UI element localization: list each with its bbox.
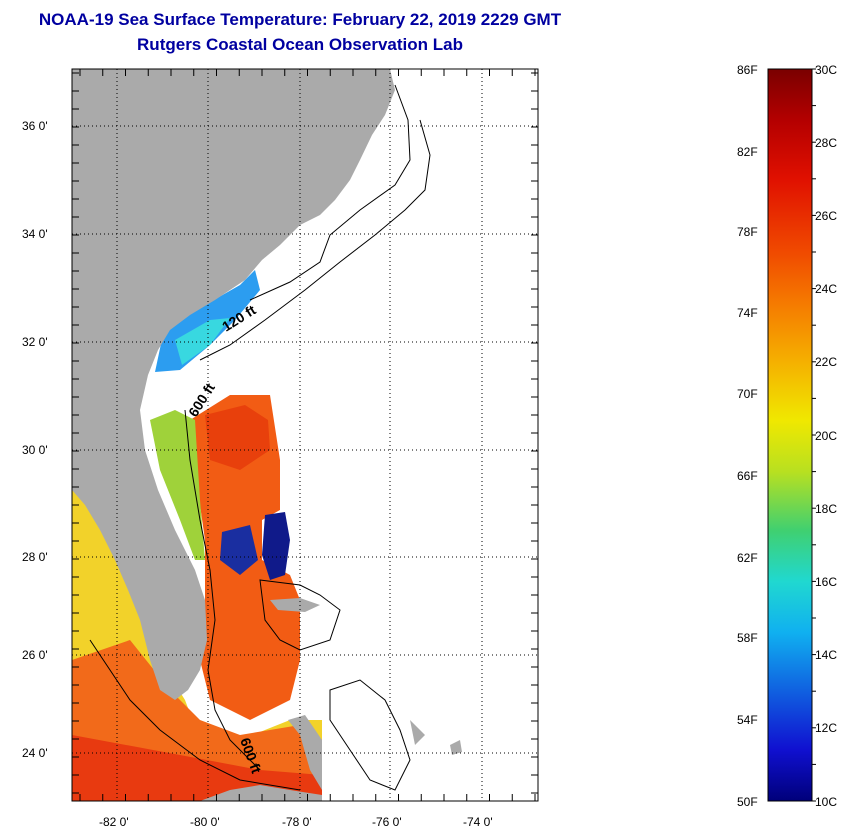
cb-c-16: 16C xyxy=(815,575,837,589)
isobath-600ft-south xyxy=(184,409,261,771)
cold-patch-mid xyxy=(220,525,258,575)
lat-label-34: 34 0' xyxy=(22,227,48,241)
gulf-contour xyxy=(89,639,301,791)
cb-c-10: 10C xyxy=(815,795,837,809)
cb-f-62: 62F xyxy=(737,551,758,565)
land-bahamas-islands xyxy=(410,720,462,755)
cb-c-30: 30C xyxy=(815,63,837,77)
lon-label-82: -82 0' xyxy=(99,815,129,829)
lat-label-24: 24 0' xyxy=(22,746,48,760)
cb-f-58: 58F xyxy=(737,631,758,645)
lat-label-36: 36 0' xyxy=(22,119,48,133)
cb-f-54: 54F xyxy=(737,713,758,727)
cb-f-70: 70F xyxy=(737,387,758,401)
colorbar xyxy=(767,68,813,802)
lon-label-74: -74 0' xyxy=(463,815,493,829)
cb-c-26: 26C xyxy=(815,209,837,223)
isobath-120ft xyxy=(249,84,411,301)
coastal-cool-band xyxy=(150,410,205,560)
cold-patch-east xyxy=(262,512,290,580)
gulf-hot-band xyxy=(72,735,322,801)
frame-ticks xyxy=(72,69,538,801)
lat-label-32: 32 0' xyxy=(22,335,48,349)
map-title: NOAA-19 Sea Surface Temperature: Februar… xyxy=(38,10,562,29)
cb-f-78: 78F xyxy=(737,225,758,239)
lon-label-80: -80 0' xyxy=(190,815,220,829)
cb-f-50: 50F xyxy=(737,795,758,809)
cb-f-74: 74F xyxy=(737,306,758,320)
map-subtitle: Rutgers Coastal Ocean Observation Lab xyxy=(137,35,463,54)
cb-c-28: 28C xyxy=(815,136,837,150)
cb-c-22: 22C xyxy=(815,355,837,369)
cb-c-14: 14C xyxy=(815,648,837,662)
cb-c-24: 24C xyxy=(815,282,837,296)
bahamas-bank-outline-2 xyxy=(329,679,411,791)
colorbar-ticks xyxy=(812,68,816,802)
land-bahamas-grand xyxy=(270,598,320,612)
graticule xyxy=(72,69,538,801)
land-cuba xyxy=(200,785,322,801)
map-frame xyxy=(71,68,539,802)
cb-c-12: 12C xyxy=(815,721,837,735)
lon-label-78: -78 0' xyxy=(282,815,312,829)
lat-label-28: 28 0' xyxy=(22,550,48,564)
cb-f-82: 82F xyxy=(737,145,758,159)
cb-c-18: 18C xyxy=(815,502,837,516)
cb-f-86: 86F xyxy=(737,63,758,77)
lat-label-26: 26 0' xyxy=(22,648,48,662)
shelf-cyan-band xyxy=(175,318,230,365)
warm-core-patch xyxy=(205,405,270,470)
lat-label-30: 30 0' xyxy=(22,443,48,457)
cb-c-20: 20C xyxy=(815,429,837,443)
bahamas-bank-outline xyxy=(259,579,341,651)
isobath-600ft xyxy=(199,119,431,361)
lon-label-76: -76 0' xyxy=(372,815,402,829)
land-carolinas-georgia xyxy=(72,69,395,700)
cb-f-66: 66F xyxy=(737,469,758,483)
